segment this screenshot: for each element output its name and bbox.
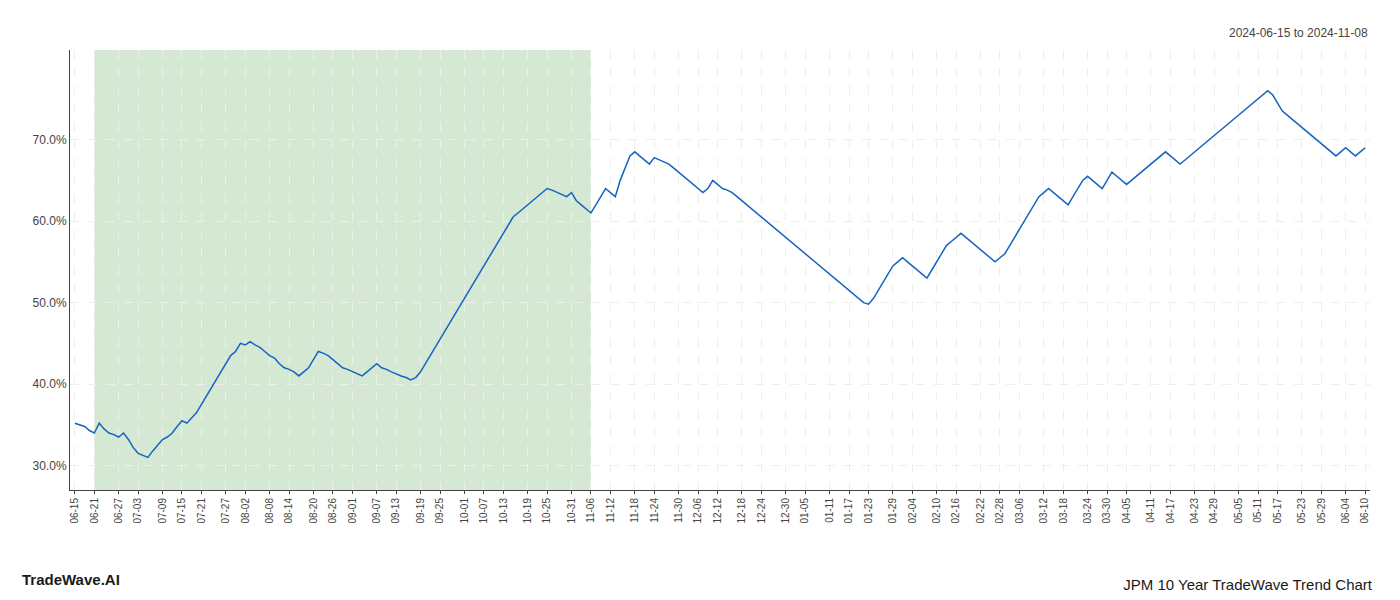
svg-text:08-02: 08-02: [240, 498, 251, 524]
svg-text:08-20: 08-20: [308, 498, 319, 524]
svg-text:05-23: 05-23: [1296, 498, 1307, 524]
svg-text:06-27: 06-27: [113, 498, 124, 524]
svg-text:10-07: 10-07: [478, 498, 489, 524]
svg-text:10-25: 10-25: [541, 498, 552, 524]
svg-text:05-11: 05-11: [1252, 498, 1263, 523]
svg-text:01-05: 01-05: [799, 498, 810, 524]
svg-text:04-29: 04-29: [1208, 498, 1219, 524]
svg-text:12-30: 12-30: [780, 498, 791, 524]
svg-text:07-27: 07-27: [220, 498, 231, 524]
svg-text:06-10: 06-10: [1359, 498, 1370, 524]
svg-text:12-18: 12-18: [736, 498, 747, 524]
svg-text:04-17: 04-17: [1165, 498, 1176, 524]
svg-text:10-13: 10-13: [498, 498, 509, 524]
svg-text:02-28: 02-28: [994, 498, 1005, 524]
svg-text:07-09: 07-09: [157, 498, 168, 524]
svg-text:05-29: 05-29: [1316, 498, 1327, 524]
svg-text:01-23: 01-23: [863, 498, 874, 524]
svg-text:08-26: 08-26: [327, 498, 338, 524]
svg-text:02-16: 02-16: [950, 498, 961, 524]
svg-text:07-21: 07-21: [196, 498, 207, 524]
svg-text:70.0%: 70.0%: [33, 133, 67, 147]
svg-text:09-25: 09-25: [434, 498, 445, 524]
svg-text:08-14: 08-14: [283, 498, 294, 524]
svg-text:11-30: 11-30: [673, 498, 684, 523]
svg-text:30.0%: 30.0%: [33, 459, 67, 473]
svg-text:11-06: 11-06: [585, 498, 596, 523]
svg-text:09-01: 09-01: [347, 498, 358, 524]
svg-text:10-31: 10-31: [566, 498, 577, 524]
svg-text:06-04: 06-04: [1340, 498, 1351, 524]
svg-text:09-07: 09-07: [371, 498, 382, 524]
svg-text:10-19: 10-19: [522, 498, 533, 524]
svg-text:11-24: 11-24: [649, 498, 660, 523]
svg-text:40.0%: 40.0%: [33, 377, 67, 391]
svg-text:08-08: 08-08: [264, 498, 275, 524]
svg-text:06-15: 06-15: [69, 498, 80, 524]
svg-text:01-29: 01-29: [887, 498, 898, 524]
svg-text:02-22: 02-22: [975, 498, 986, 524]
svg-text:05-05: 05-05: [1233, 498, 1244, 524]
svg-text:01-17: 01-17: [843, 498, 854, 524]
svg-text:11-12: 11-12: [605, 498, 616, 523]
svg-text:12-24: 12-24: [756, 498, 767, 524]
svg-text:04-05: 04-05: [1121, 498, 1132, 524]
svg-text:50.0%: 50.0%: [33, 296, 67, 310]
svg-text:2024-06-15 to 2024-11-08: 2024-06-15 to 2024-11-08: [1229, 26, 1368, 40]
svg-text:05-17: 05-17: [1272, 498, 1283, 524]
svg-text:12-12: 12-12: [712, 498, 723, 524]
svg-text:03-30: 03-30: [1101, 498, 1112, 524]
svg-text:60.0%: 60.0%: [33, 214, 67, 228]
svg-text:02-10: 02-10: [931, 498, 942, 524]
svg-text:11-18: 11-18: [629, 498, 640, 523]
svg-text:03-24: 03-24: [1082, 498, 1093, 524]
svg-text:03-12: 03-12: [1038, 498, 1049, 524]
svg-text:04-23: 04-23: [1189, 498, 1200, 524]
svg-text:01-11: 01-11: [824, 498, 835, 523]
svg-text:07-15: 07-15: [176, 498, 187, 524]
svg-text:10-01: 10-01: [459, 498, 470, 524]
svg-text:TradeWave.AI: TradeWave.AI: [22, 571, 120, 588]
svg-text:12-06: 12-06: [692, 498, 703, 524]
svg-text:03-18: 03-18: [1058, 498, 1069, 524]
svg-text:03-06: 03-06: [1014, 498, 1025, 524]
svg-text:09-19: 09-19: [415, 498, 426, 524]
svg-text:JPM 10 Year TradeWave Trend Ch: JPM 10 Year TradeWave Trend Chart: [1123, 576, 1373, 593]
svg-text:04-11: 04-11: [1145, 498, 1156, 523]
svg-text:02-04: 02-04: [907, 498, 918, 524]
svg-text:06-21: 06-21: [89, 498, 100, 524]
svg-text:07-03: 07-03: [132, 498, 143, 524]
svg-text:09-13: 09-13: [390, 498, 401, 524]
